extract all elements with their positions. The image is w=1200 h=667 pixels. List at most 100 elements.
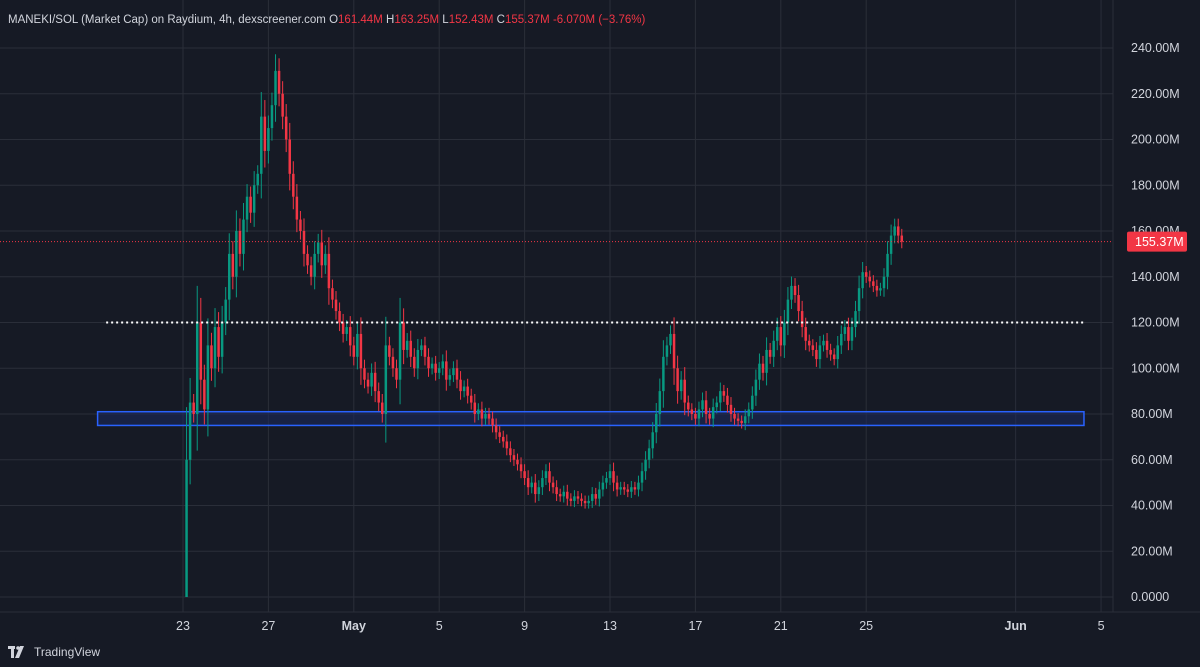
candle-body: [537, 487, 541, 495]
support-zone-layer: [96, 410, 1085, 427]
candle-body: [726, 395, 729, 405]
candle-body: [263, 116, 267, 151]
candle-body: [694, 414, 697, 419]
candle-body: [363, 368, 366, 380]
candle-body: [729, 404, 733, 414]
candle-body: [601, 482, 605, 490]
candle-body: [758, 363, 761, 380]
candle-body: [818, 345, 822, 360]
candle-body: [740, 420, 743, 424]
candle-body: [733, 414, 736, 419]
candle-body: [630, 487, 633, 492]
candle-body: [413, 356, 416, 369]
candle-body: [203, 379, 206, 410]
x-tick-label: 9: [521, 619, 528, 633]
y-tick-label: 200.00M: [1131, 133, 1180, 147]
candle-body: [886, 253, 889, 277]
candle-body: [313, 253, 316, 277]
candle-body: [619, 487, 622, 490]
candle-body: [534, 482, 537, 495]
grid-lines: [0, 0, 1113, 612]
y-tick-label: 120.00M: [1131, 316, 1180, 330]
candle-body: [779, 327, 783, 346]
x-tick-label: 23: [176, 619, 190, 633]
candle-body: [775, 327, 779, 341]
candle-body: [647, 448, 651, 460]
y-tick-label: 60.00M: [1131, 453, 1173, 467]
candle-body: [544, 471, 548, 479]
candle-body: [761, 363, 765, 373]
candle-body: [651, 432, 654, 449]
candle-body: [879, 288, 882, 291]
candle-body: [466, 386, 469, 396]
candle-body: [868, 276, 872, 282]
candle-body: [598, 489, 601, 499]
candle-body: [658, 391, 662, 414]
candle-body: [608, 471, 612, 479]
candle-body: [338, 311, 341, 323]
candle-body: [861, 272, 864, 289]
candle-body: [242, 219, 245, 254]
candle-body: [594, 494, 598, 499]
candle-body: [615, 482, 619, 490]
low-value: 152.43M: [448, 14, 494, 26]
time-axis[interactable]: 23 27 May 5 9 13 17 21 25 Jun 5: [176, 619, 1105, 633]
candle-body: [551, 482, 555, 488]
y-tick-label: 240.00M: [1131, 41, 1180, 55]
candle-body: [825, 340, 829, 350]
candle-body: [811, 345, 815, 350]
candle-body: [612, 471, 615, 483]
candle-body: [306, 253, 309, 266]
candle-body: [206, 345, 210, 410]
candle-body: [267, 128, 270, 151]
x-tick-label: Jun: [1005, 619, 1027, 633]
candle-body: [381, 402, 384, 414]
candle-body: [452, 368, 455, 376]
candle-body: [199, 322, 203, 380]
candle-body: [669, 333, 672, 346]
x-tick-label: 21: [774, 619, 788, 633]
candle-body: [188, 402, 192, 460]
candle-body: [896, 226, 900, 236]
candle-body: [530, 482, 533, 488]
candle-body: [245, 196, 249, 220]
candle-body: [512, 455, 516, 460]
candle-body: [587, 500, 590, 504]
candle-body: [683, 379, 686, 403]
candle-body: [256, 173, 259, 186]
candle-body: [477, 409, 480, 414]
candle-body: [637, 482, 640, 490]
footer-branding[interactable]: TradingView: [8, 645, 100, 659]
candle-body: [231, 253, 235, 277]
candle-body: [213, 327, 217, 369]
candle-body: [235, 231, 238, 277]
candle-body: [505, 441, 509, 449]
candle-body: [309, 265, 313, 277]
candle-body: [697, 409, 701, 419]
candle-body: [195, 322, 199, 414]
candle-body: [644, 459, 647, 472]
candle-body: [220, 322, 224, 357]
candle-body: [793, 285, 797, 296]
candle-body: [633, 487, 637, 490]
candle-body: [804, 327, 807, 341]
candle-body: [420, 345, 423, 350]
candle-body: [274, 70, 277, 106]
candle-body: [672, 333, 676, 369]
candle-body: [345, 327, 348, 334]
candle-body: [373, 372, 377, 392]
candle-body: [409, 340, 412, 357]
tradingview-logo-icon: [8, 646, 24, 658]
candle-body: [747, 409, 751, 417]
candle-body: [391, 356, 395, 369]
candle-body: [754, 379, 758, 396]
candle-body: [708, 414, 711, 419]
candle-body: [786, 299, 790, 323]
candle-body: [316, 242, 320, 254]
candle-body: [882, 276, 886, 289]
candle-body: [252, 185, 256, 213]
price-axis[interactable]: 240.00M220.00M200.00M180.00M160.00M140.0…: [1131, 41, 1180, 604]
candle-body: [366, 379, 370, 387]
candle-body: [498, 432, 501, 437]
candle-body: [427, 356, 430, 369]
